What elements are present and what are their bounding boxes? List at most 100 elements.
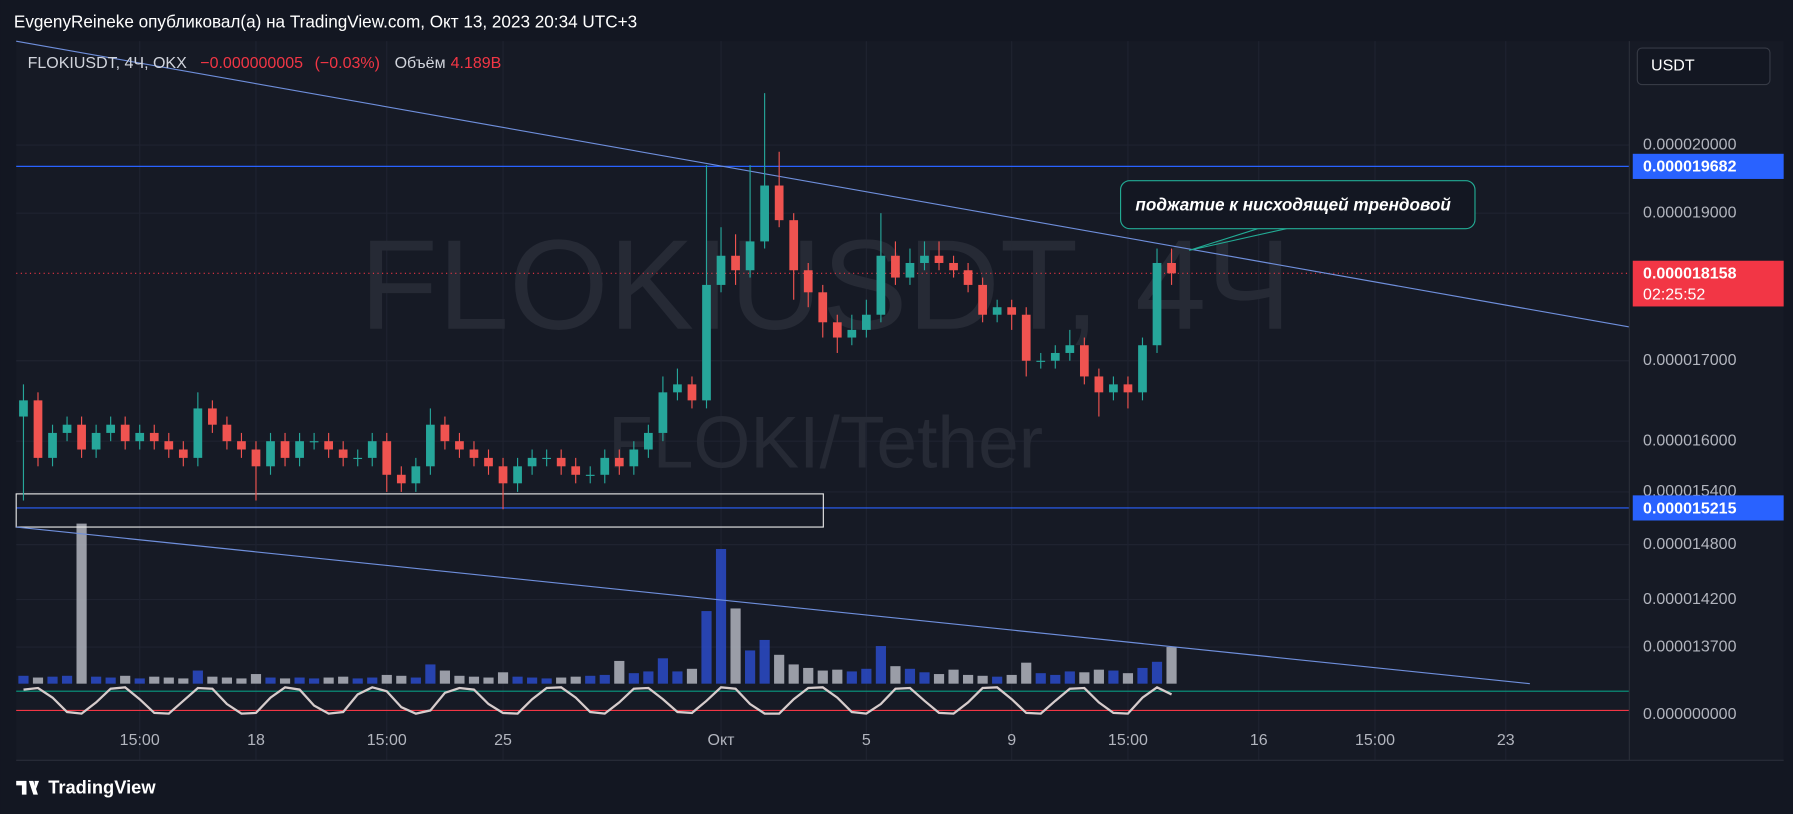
candle-body <box>469 449 479 458</box>
change-legend: −0.000000005 <box>200 55 303 72</box>
volume-bar <box>91 676 102 684</box>
volume-bar <box>745 650 756 684</box>
candle-body <box>164 441 174 450</box>
candle-body <box>353 457 363 460</box>
x-tick-label: 5 <box>862 732 871 749</box>
candle-body <box>774 185 784 221</box>
volume-bar <box>483 677 494 684</box>
annotation-callout[interactable]: поджатие к нисходящей трендовой <box>1120 180 1476 251</box>
candle-body <box>629 449 639 467</box>
candle-body <box>367 441 377 458</box>
candle-body <box>818 292 828 323</box>
x-tick-label: 16 <box>1250 732 1268 749</box>
candle-body <box>614 457 624 467</box>
volume-bar <box>294 677 305 684</box>
volume-bar <box>686 668 698 684</box>
volume-bar <box>207 676 218 684</box>
volume-bar <box>1093 669 1104 684</box>
watermark: FLOKIUSDT, 4Ч <box>360 214 1292 357</box>
volume-bar <box>18 675 29 684</box>
publish-header: EvgenyReineke опубликовал(а) на TradingV… <box>14 11 637 31</box>
currency-button[interactable]: USDT <box>1636 47 1771 86</box>
candle-body <box>832 322 842 338</box>
candle-body <box>91 432 101 450</box>
candle-body <box>920 255 929 263</box>
volume-bar <box>134 678 145 684</box>
candle-body <box>861 314 871 330</box>
y-tick-label: 0.000014200 <box>1643 591 1737 608</box>
candle-body <box>178 449 188 458</box>
candle-body <box>527 457 537 467</box>
candle-body <box>455 441 464 450</box>
volume-bar <box>963 674 974 684</box>
candle-body <box>149 432 159 442</box>
volume-bar <box>556 677 567 684</box>
candle-body <box>280 441 290 458</box>
y-tick-label: 0.000016000 <box>1643 432 1737 449</box>
candle-body <box>1007 307 1017 315</box>
volume-bar <box>759 639 770 684</box>
footer-logo[interactable]: TradingView <box>16 777 156 798</box>
volume-bar <box>1079 672 1090 684</box>
trend-line[interactable] <box>16 40 1630 328</box>
volume-bar <box>1151 661 1163 684</box>
logo-icon <box>16 780 40 795</box>
y-tick-label: 0.000014800 <box>1643 536 1737 553</box>
volume-bar <box>788 664 799 684</box>
volume-bar <box>948 669 959 684</box>
candle-body <box>905 262 915 278</box>
candle-body <box>135 432 145 442</box>
candle-body <box>193 408 203 458</box>
trend-line[interactable] <box>16 526 1530 685</box>
candle-body <box>484 457 493 467</box>
volume-bar <box>61 675 73 684</box>
volume-bar <box>105 677 116 684</box>
candle-body <box>1138 345 1147 393</box>
candle-body <box>33 400 43 458</box>
candle-body <box>542 457 551 460</box>
volume-bar <box>774 654 785 684</box>
volume-bar <box>628 673 639 684</box>
candle-body <box>978 284 987 315</box>
volume-bar <box>32 677 44 684</box>
volume-bar <box>1050 674 1061 684</box>
candle-body <box>382 441 392 475</box>
volume-bar <box>512 676 523 684</box>
volume-bar <box>381 674 392 684</box>
candle-body <box>440 424 450 442</box>
candle-body <box>963 270 973 285</box>
x-tick-label: Окт <box>708 732 736 749</box>
change-pct-legend: (−0.03%) <box>315 55 380 72</box>
last-price-label: 0.000018158 <box>1643 266 1737 283</box>
candle-body <box>295 441 304 458</box>
volume-bar <box>803 667 814 684</box>
volume-bar <box>338 676 349 684</box>
x-tick-label: 23 <box>1497 732 1515 749</box>
candle-body <box>411 466 421 484</box>
candle-body <box>1050 352 1060 361</box>
volume-bar <box>817 670 828 684</box>
callout-text: поджатие к нисходящей трендовой <box>1135 194 1451 214</box>
candle-body <box>266 441 275 467</box>
volume-bar <box>250 674 262 684</box>
volume-bar <box>657 658 668 684</box>
candle-body <box>498 466 508 484</box>
candle-body <box>803 270 813 293</box>
candle-body <box>716 255 726 285</box>
volume-bar <box>367 677 378 684</box>
volume-bar <box>977 675 988 684</box>
volume-bar <box>323 677 334 684</box>
candle-body <box>1123 384 1133 393</box>
candle-body <box>789 220 799 271</box>
volume-bar <box>497 672 509 684</box>
symbol-legend[interactable]: FLOKIUSDT, 4Ч, OKX <box>28 55 187 72</box>
candle-body <box>1094 376 1104 393</box>
chart-pane <box>16 41 1784 761</box>
volume-bar <box>149 676 160 684</box>
range-box[interactable] <box>15 493 824 528</box>
volume-bar <box>643 671 654 684</box>
volume-bar <box>730 608 741 684</box>
candle-body <box>62 424 72 433</box>
currency-label: USDT <box>1651 58 1695 75</box>
candle-body <box>556 457 566 467</box>
